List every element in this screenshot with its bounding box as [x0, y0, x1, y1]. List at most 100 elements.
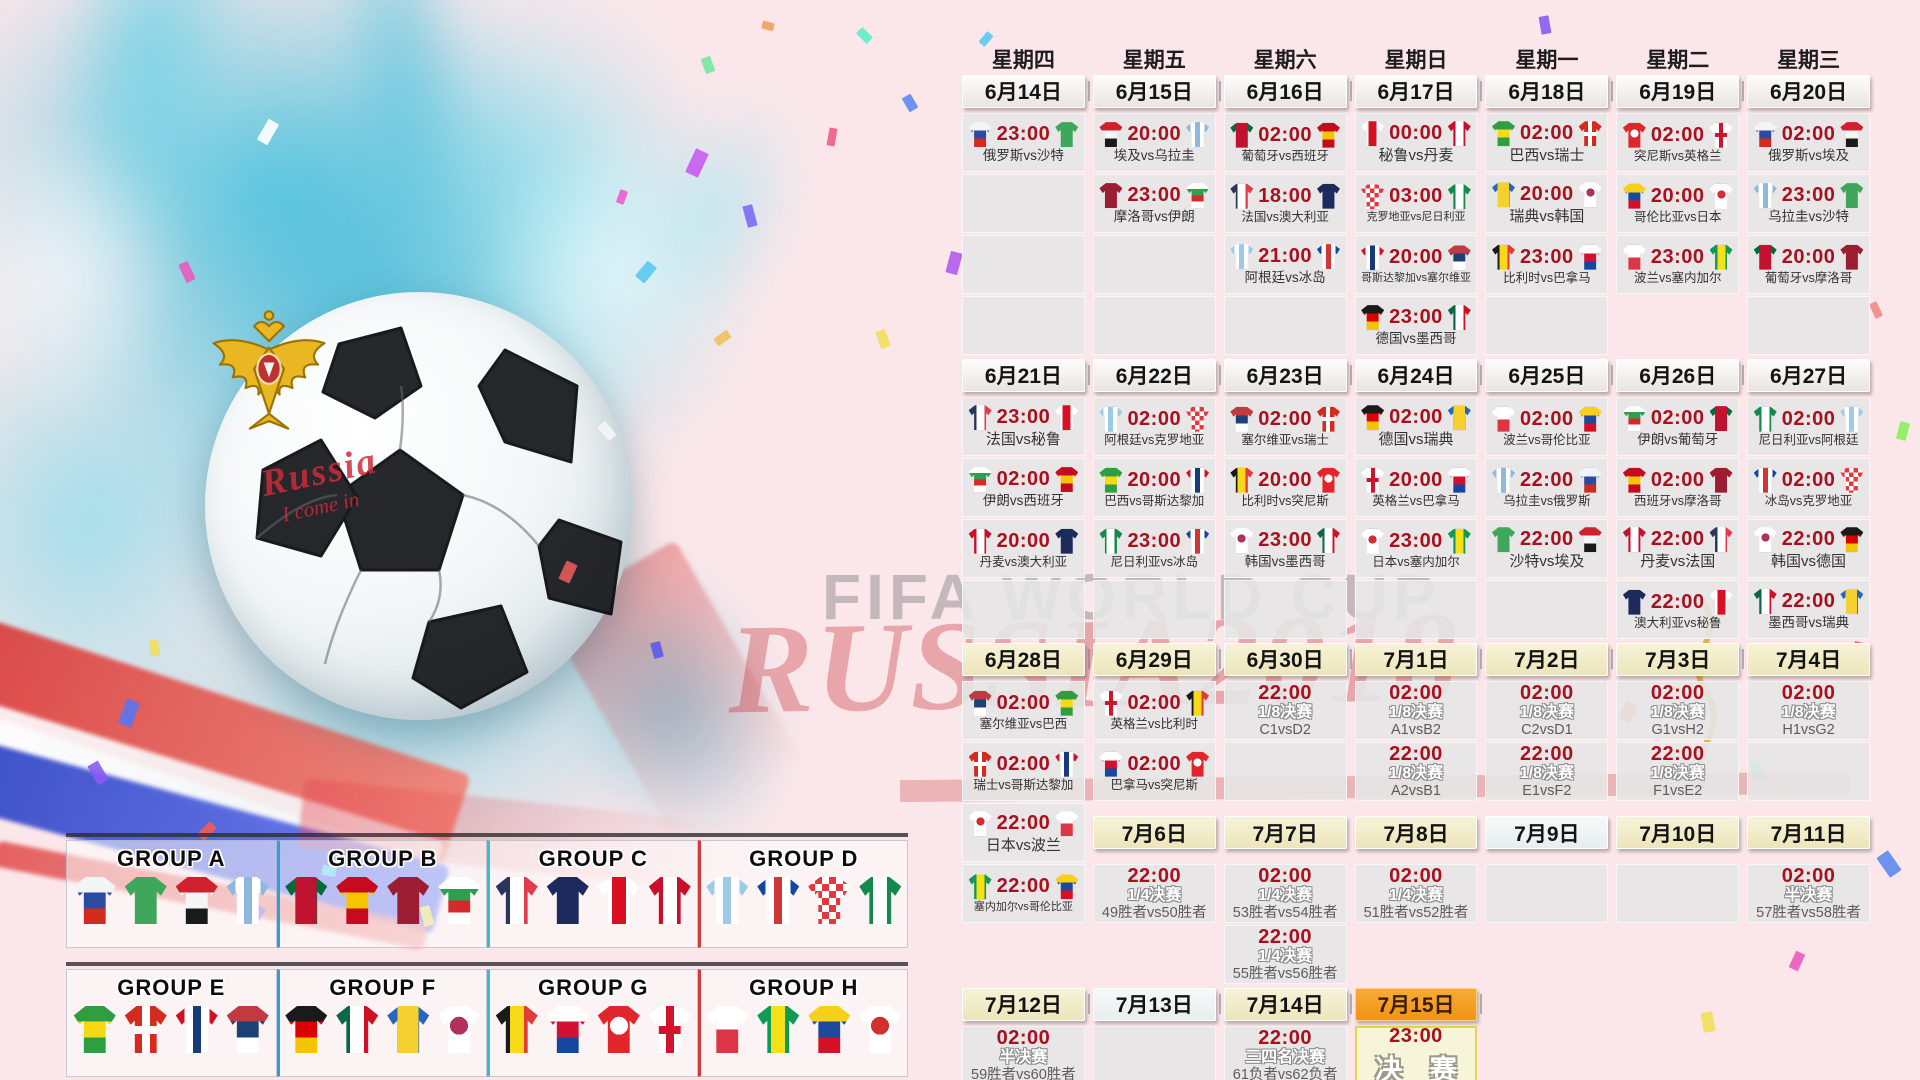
knockout-pairing-label: G1vsH2 — [1651, 722, 1704, 739]
date-header: 6月29日 — [1092, 642, 1221, 676]
match-label: 比利时vs巴拿马 — [1503, 270, 1591, 285]
away-team-jersey-icon — [1840, 467, 1864, 493]
date-header: 7月3日 — [1616, 642, 1744, 676]
knockout-stage-label: 1/8决赛 — [1388, 765, 1444, 783]
knockout-cell: 02:00 1/4决赛 53胜者vs54胜者 — [1223, 864, 1347, 923]
knockout-cell: 02:00 1/8决赛 H1vsG2 — [1747, 681, 1870, 740]
match-time: 23:00 — [1127, 529, 1182, 552]
ball-pentagon-pattern — [255, 326, 623, 710]
calendar-band: 23:00 俄罗斯vs沙特 20:00 埃及vs乌拉圭 02:00 葡萄牙vs西班牙 00:… — [962, 113, 1870, 172]
date-header: 7月10日 — [1616, 816, 1740, 849]
groups-panel: GROUP A GROUP B GROUP C GROUP D GROUP E GROUP… — [66, 833, 908, 1080]
knockout-time: 22:00 — [1520, 743, 1574, 766]
match-cell: 22:00 韩国vs德国 — [1747, 519, 1870, 578]
match-cell: 23:00 韩国vs墨西哥 — [1223, 519, 1347, 578]
team-jersey-icon — [438, 877, 481, 924]
soccer-ball: Russia I come in — [205, 292, 633, 720]
match-time: 20:00 — [1127, 123, 1182, 146]
team-jersey-icon — [387, 1006, 430, 1053]
match-time: 02:00 — [1127, 752, 1182, 775]
match-time-row: 02:00 — [1753, 406, 1864, 432]
match-label: 日本vs波兰 — [985, 837, 1061, 855]
away-team-jersey-icon — [1709, 467, 1733, 493]
match-label: 伊朗vs西班牙 — [982, 493, 1064, 509]
date-header: 7月9日 — [1485, 816, 1609, 849]
knockout-time: 02:00 — [1781, 865, 1836, 888]
home-team-jersey-icon — [1361, 528, 1385, 554]
match-cell: 22:00 沙特vs埃及 — [1485, 519, 1609, 578]
home-team-jersey-icon — [1361, 245, 1385, 271]
home-team-jersey-icon — [1492, 527, 1516, 553]
home-team-jersey-icon — [1622, 122, 1646, 148]
match-label: 澳大利亚vs秘鲁 — [1633, 615, 1722, 630]
knockout-stage-label: 1/4决赛 — [1127, 887, 1182, 905]
away-team-jersey-icon — [1316, 122, 1340, 148]
match-cell: 23:00 尼日利亚vs冰岛 — [1092, 519, 1216, 578]
match-label: 巴西vs瑞士 — [1509, 147, 1585, 165]
knockout-pairing-label: 59胜者vs60胜者 — [971, 1067, 1076, 1080]
team-jersey-icon — [546, 1006, 589, 1053]
home-team-jersey-icon — [1230, 467, 1254, 493]
match-time-row: 23:00 — [1361, 305, 1471, 331]
home-team-jersey-icon — [1230, 406, 1254, 432]
match-cell: 02:00 阿根廷vs克罗地亚 — [1092, 397, 1216, 456]
match-cell: 20:00 丹麦vs澳大利亚 — [962, 519, 1085, 578]
knockout-time: 02:00 — [996, 1027, 1051, 1050]
match-time-row: 23:00 — [1361, 528, 1471, 554]
empty-cell — [1354, 580, 1478, 639]
match-label: 阿根廷vs克罗地亚 — [1104, 432, 1205, 447]
date-header: 7月1日 — [1354, 642, 1483, 676]
calendar-band: 22:00 澳大利亚vs秘鲁 22:00 墨西哥vs瑞典 — [962, 580, 1870, 639]
team-jersey-icon — [808, 877, 851, 924]
away-team-jersey-icon — [1840, 406, 1864, 432]
match-time: 21:00 — [1258, 245, 1312, 268]
away-team-jersey-icon — [1709, 244, 1733, 270]
knockout-pairing-label: 51胜者vs52胜者 — [1363, 905, 1469, 922]
match-time: 02:00 — [1650, 407, 1705, 430]
match-time-row: 22:00 — [968, 874, 1079, 900]
match-time: 22:00 — [996, 812, 1051, 835]
group-title: GROUP D — [749, 846, 859, 871]
match-cell: 02:00 塞尔维亚vs瑞士 — [1223, 397, 1347, 456]
confetti-piece — [742, 204, 758, 228]
team-jersey-icon — [73, 877, 116, 924]
knockout-pairing-label: F1vsE2 — [1653, 783, 1703, 800]
away-team-jersey-icon — [1447, 305, 1471, 331]
knockout-cell: 22:00 1/8决赛 F1vsE2 — [1616, 742, 1740, 801]
match-cell: 20:00 埃及vs乌拉圭 — [1092, 113, 1216, 172]
spacer-cell — [1485, 986, 1608, 1022]
match-time-row: 02:00 — [1753, 467, 1864, 493]
match-label: 沙特vs埃及 — [1509, 553, 1585, 571]
knockout-cell: 02:00 1/8决赛 G1vsH2 — [1616, 681, 1740, 740]
match-time-row: 02:00 — [1492, 121, 1602, 147]
spacer-cell — [962, 925, 1085, 984]
match-cell: 02:00 冰岛vs克罗地亚 — [1747, 458, 1870, 517]
confetti-piece — [713, 329, 732, 347]
match-cell: 02:00 巴拿马vs突尼斯 — [1092, 742, 1216, 801]
match-time: 23:00 — [1258, 529, 1312, 552]
away-team-jersey-icon — [1055, 874, 1079, 900]
date-header: 7月8日 — [1354, 816, 1478, 849]
knockout-stage-label: 1/8决赛 — [1519, 765, 1574, 783]
date-header: 6月26日 — [1616, 358, 1744, 392]
away-team-jersey-icon — [1186, 751, 1210, 777]
match-time: 20:00 — [996, 529, 1051, 552]
group-box: GROUP C — [487, 840, 698, 948]
match-time-row: 02:00 — [1492, 406, 1602, 432]
match-label: 乌拉圭vs沙特 — [1768, 209, 1850, 225]
home-team-jersey-icon — [968, 467, 992, 493]
match-time: 02:00 — [1127, 691, 1182, 714]
home-team-jersey-icon — [968, 528, 992, 554]
calendar-band: 02:00 塞尔维亚vs巴西 02:00 英格兰vs比利时 22:00 1/8决赛 C1vs… — [962, 681, 1870, 740]
weekday-label: 星期二 — [1646, 49, 1710, 72]
date-header: 7月7日 — [1223, 816, 1347, 849]
home-team-jersey-icon — [1099, 122, 1123, 148]
home-team-jersey-icon — [1622, 589, 1646, 615]
spacer-cell — [1747, 986, 1870, 1022]
match-time-row: 02:00 — [1099, 690, 1210, 716]
match-cell: 02:00 尼日利亚vs阿根廷 — [1747, 397, 1870, 456]
match-time: 02:00 — [1258, 123, 1312, 146]
match-time: 02:00 — [1781, 468, 1836, 491]
home-team-jersey-icon — [968, 122, 992, 148]
weekday-label: 星期五 — [1122, 49, 1186, 72]
